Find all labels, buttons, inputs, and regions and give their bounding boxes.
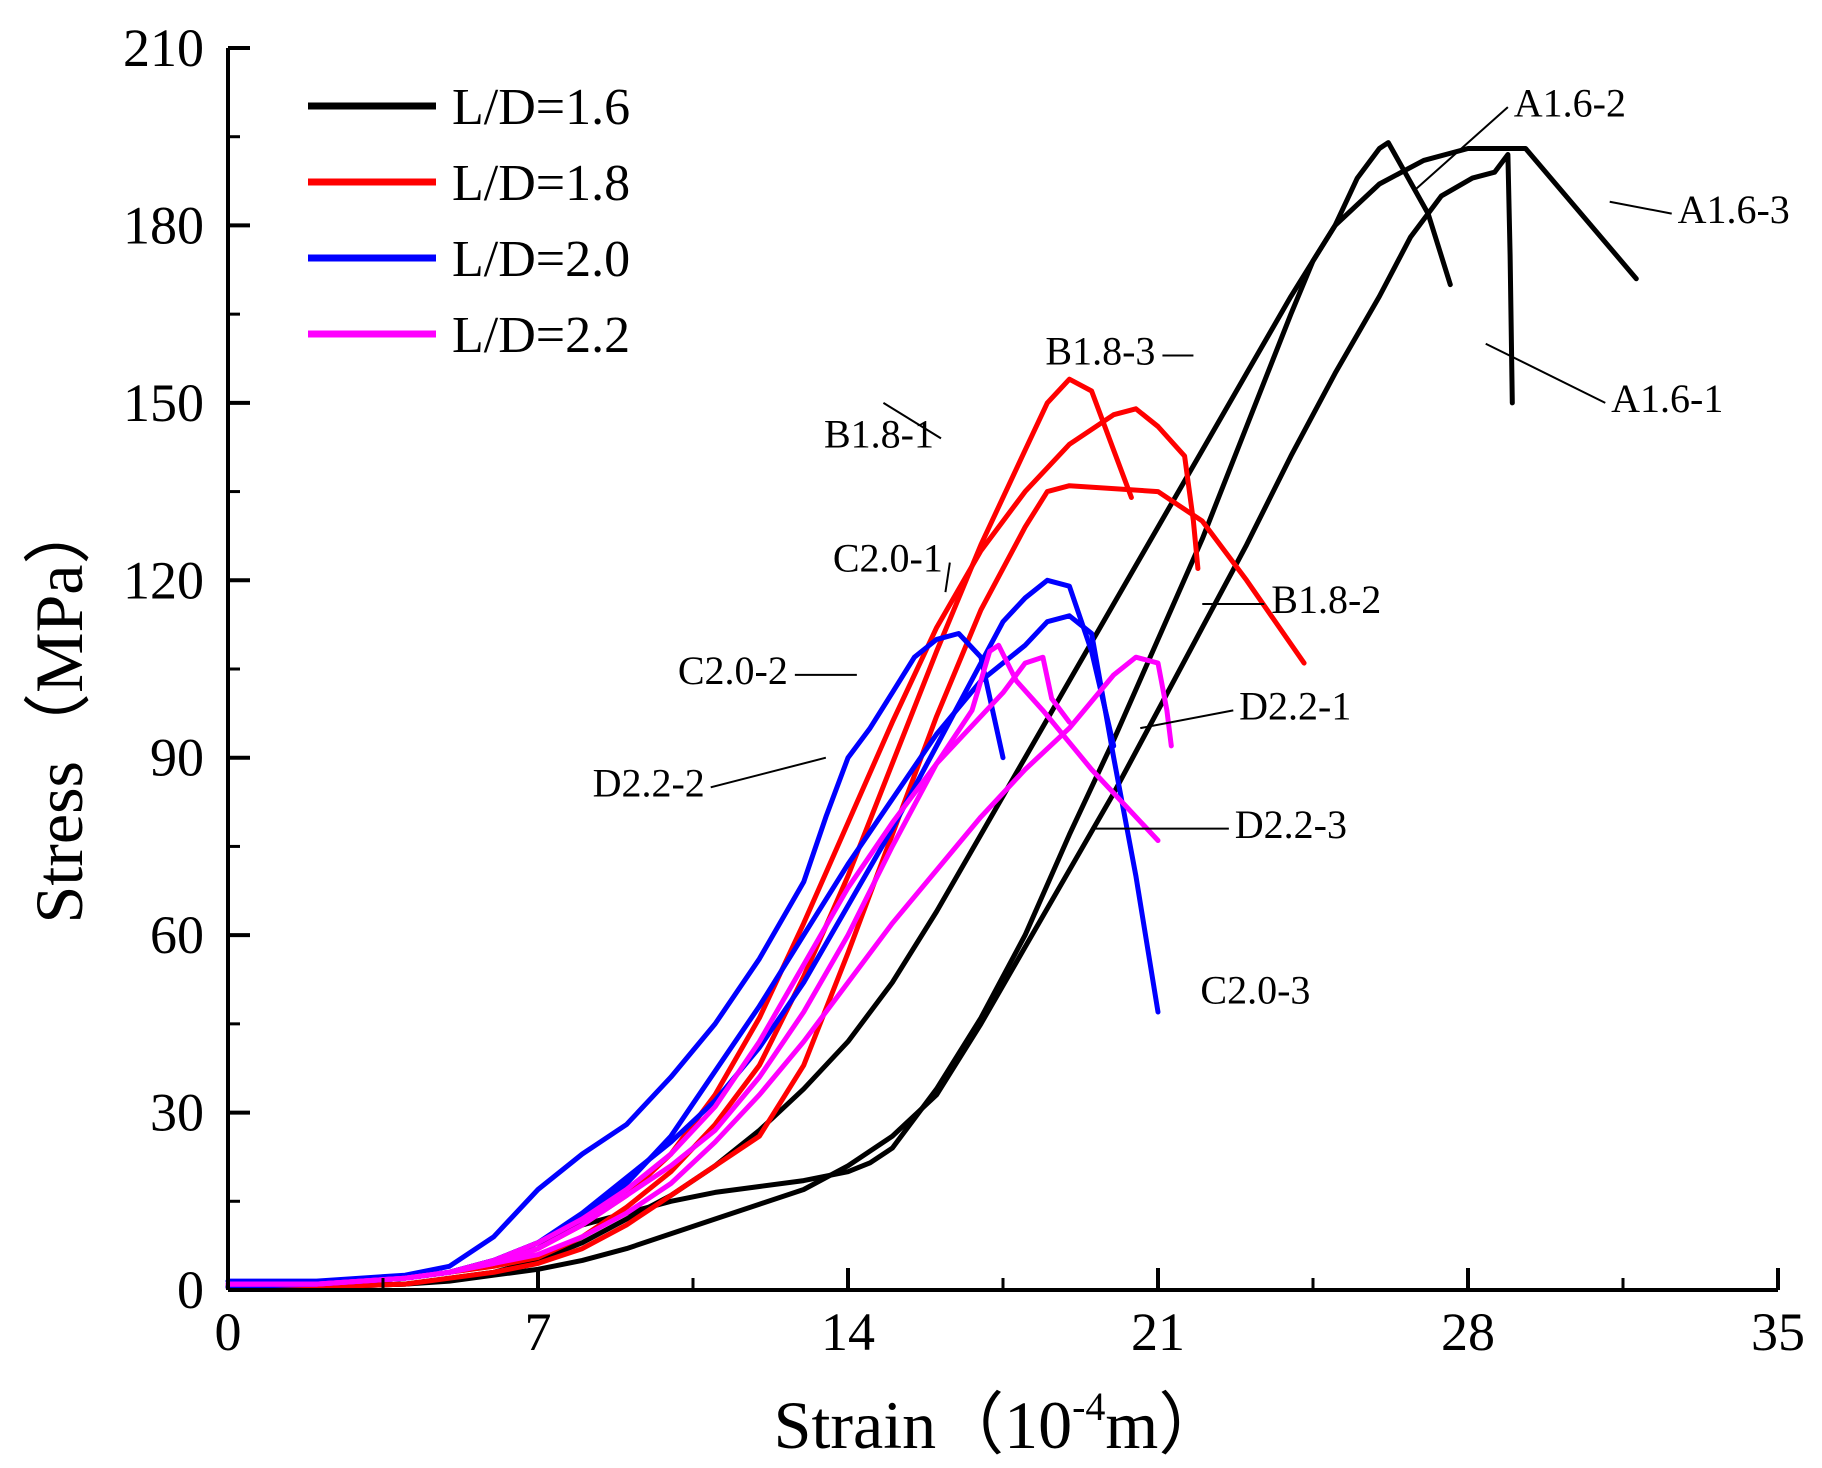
y-tick-label-150: 150 [123, 373, 204, 433]
annotation-leader-C2.0-1 [944, 562, 951, 593]
x-tick-label-7: 7 [525, 1302, 552, 1362]
annotation-label-A1.6-3: A1.6-3 [1678, 187, 1790, 232]
annotation-label-D2.2-1: D2.2-1 [1239, 684, 1351, 729]
annotation-label-C2.0-3: C2.0-3 [1200, 967, 1310, 1012]
y-tick-label-210: 210 [123, 18, 204, 78]
annotation-label-D2.2-2: D2.2-2 [593, 760, 705, 805]
annotation-label-D2.2-3: D2.2-3 [1235, 802, 1347, 847]
annotation-leader-D2.2-2 [710, 756, 827, 789]
annotation-leader-A1.6-3 [1609, 200, 1672, 215]
legend-label-3: L/D=2.0 [452, 231, 630, 288]
series-line-B1.8-3 [225, 406, 1201, 1290]
series-layer [225, 140, 1639, 1290]
annotation-label-B1.8-3: B1.8-3 [1045, 329, 1155, 374]
y-tick-label-60: 60 [150, 905, 204, 965]
annotation-layer: A1.6-2 A1.6-3 A1.6-1 B1.8-3 B1.8-1 B1.8-2 C2.0… [593, 80, 1790, 1012]
series-line-A1.6-1 [225, 152, 1515, 1290]
annotation-leader-B1.8-1 [882, 402, 942, 440]
y-tick-label-180: 180 [123, 195, 204, 255]
y-tick-label-30: 30 [150, 1083, 204, 1143]
legend: L/D=1.6 L/D=1.8 L/D=2.0 L/D=2.2 [308, 79, 630, 364]
x-tick-label-28: 28 [1441, 1302, 1495, 1362]
y-tick-label-90: 90 [150, 728, 204, 788]
x-tick-label-35: 35 [1751, 1302, 1805, 1362]
annotation-label-B1.8-2: B1.8-2 [1271, 577, 1381, 622]
x-axis-title-unit: m） [1105, 1387, 1226, 1463]
legend-label-4: L/D=2.2 [452, 307, 630, 364]
series-line-C2.0-2 [225, 631, 1006, 1284]
annotation-label-A1.6-2: A1.6-2 [1514, 80, 1626, 125]
y-tick-label-0: 0 [177, 1260, 204, 1320]
annotation-leader-A1.6-2 [1414, 106, 1509, 191]
series-line-B1.8-1 [225, 376, 1134, 1290]
x-tick-label-21: 21 [1131, 1302, 1185, 1362]
axis-titles: Strain（10-4m） Stress（MPa） [21, 497, 1226, 1463]
axes-layer: 0 30 60 90 120 150 180 210 0 7 14 21 28 35 [123, 18, 1805, 1362]
series-line-D2.2-3 [225, 642, 1161, 1287]
x-tick-label-14: 14 [821, 1302, 875, 1362]
series-line-B1.8-2 [225, 483, 1307, 1290]
x-axis-title: Strain（10-4m） [774, 1384, 1227, 1463]
x-axis-title-sup: -4 [1072, 1384, 1105, 1429]
y-tick-label-120: 120 [123, 550, 204, 610]
annotation-label-A1.6-1: A1.6-1 [1611, 376, 1723, 421]
annotation-leader-D2.2-1 [1140, 709, 1234, 730]
x-axis-title-main: Strain（10 [774, 1387, 1072, 1463]
legend-label-1: L/D=1.6 [452, 79, 630, 136]
annotation-leader-A1.6-1 [1485, 342, 1606, 404]
legend-label-2: L/D=1.8 [452, 155, 630, 212]
series-line-A1.6-3 [225, 146, 1639, 1290]
y-axis-title: Stress（MPa） [21, 497, 97, 924]
annotation-label-B1.8-1: B1.8-1 [824, 412, 934, 457]
x-tick-label-0: 0 [215, 1302, 242, 1362]
annotation-label-C2.0-1: C2.0-1 [833, 536, 943, 581]
annotation-label-C2.0-2: C2.0-2 [678, 648, 788, 693]
